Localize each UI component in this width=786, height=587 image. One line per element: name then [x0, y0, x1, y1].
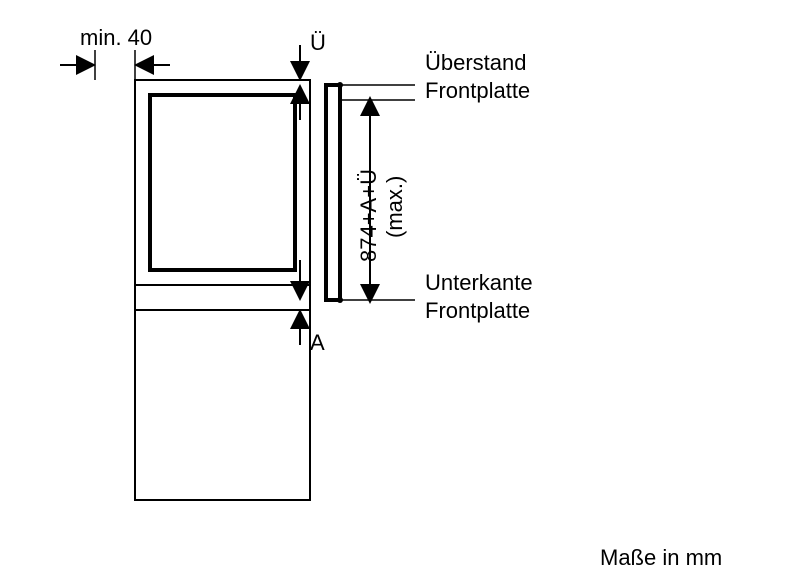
- label-max-note: (max.): [382, 176, 408, 238]
- diagram-svg: [0, 0, 786, 587]
- label-min-gap: min. 40: [80, 25, 152, 51]
- label-unterkante: Unterkante: [425, 270, 533, 296]
- label-units: Maße in mm: [600, 545, 722, 571]
- label-height-formula: 874+A+Ü: [356, 169, 382, 262]
- label-uberstand: Überstand: [425, 50, 527, 76]
- label-frontplatte-bottom: Frontplatte: [425, 298, 530, 324]
- appliance-body: [150, 95, 295, 270]
- label-a-symbol: A: [310, 330, 325, 356]
- cabinet-outline: [135, 80, 310, 500]
- label-frontplatte-top: Frontplatte: [425, 78, 530, 104]
- label-u-symbol: Ü: [310, 30, 326, 56]
- front-panel: [326, 85, 340, 300]
